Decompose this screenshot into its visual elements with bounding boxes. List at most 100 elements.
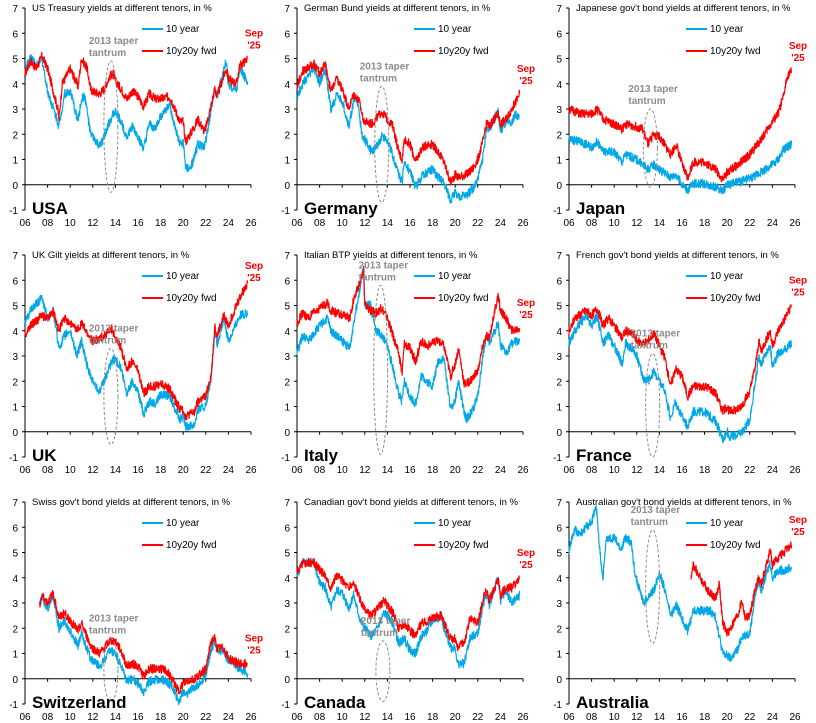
x-tick-label: 22 — [472, 465, 484, 476]
y-tick-label: 0 — [556, 181, 562, 192]
end-date-label: '25 — [791, 288, 805, 299]
annotation-label: 2013 taper — [89, 36, 139, 47]
y-tick-label: -1 — [553, 453, 562, 464]
annotation-label: tantrum — [631, 517, 668, 528]
x-tick-label: 26 — [789, 712, 801, 723]
y-tick-label: -1 — [553, 206, 562, 217]
annotation-label: 2013 taper — [631, 505, 681, 516]
y-tick-label: 2 — [284, 130, 290, 141]
x-tick-label: 20 — [722, 465, 734, 476]
panel-title: Italian BTP yields at different tenors, … — [304, 250, 478, 261]
x-tick-label: 06 — [291, 218, 303, 229]
x-tick-label: 16 — [404, 218, 416, 229]
y-tick-label: 5 — [12, 55, 18, 66]
end-date-label: '25 — [791, 53, 805, 64]
y-tick-label: 7 — [556, 498, 562, 509]
legend-10-year-label: 10 year — [710, 24, 744, 35]
panel-title: UK Gilt yields at different tenors, in % — [32, 250, 190, 261]
y-tick-label: 2 — [556, 377, 562, 388]
panel-title: Swiss gov't bond yields at different ten… — [32, 497, 231, 508]
x-tick-label: 22 — [744, 712, 756, 723]
annotation-label: tantrum — [361, 628, 398, 639]
x-tick-label: 10 — [65, 465, 77, 476]
y-tick-label: -1 — [9, 453, 18, 464]
y-tick-label: 5 — [284, 55, 290, 66]
legend-10-year-label: 10 year — [438, 271, 472, 282]
panel-title: Japanese gov't bond yields at different … — [576, 3, 791, 14]
end-date-label: Sep — [517, 64, 535, 75]
legend-fwd-label: 10y20y fwd — [166, 293, 217, 304]
x-tick-label: 24 — [495, 712, 507, 723]
y-tick-label: 1 — [556, 156, 562, 167]
y-tick-label: 6 — [12, 276, 18, 287]
series-10-year-line — [568, 135, 793, 195]
y-tick-label: 3 — [12, 352, 18, 363]
end-date-label: Sep — [789, 515, 807, 526]
x-tick-label: 08 — [42, 218, 54, 229]
x-tick-label: 26 — [245, 465, 257, 476]
y-tick-label: 2 — [284, 377, 290, 388]
y-tick-label: 0 — [12, 181, 18, 192]
x-tick-label: 20 — [450, 218, 462, 229]
x-tick-label: 08 — [314, 712, 326, 723]
annotation-label: tantrum — [631, 340, 668, 351]
x-tick-label: 20 — [178, 712, 190, 723]
y-tick-label: 6 — [556, 29, 562, 40]
series-10y20y-fwd-line — [39, 589, 248, 695]
x-tick-label: 24 — [223, 218, 235, 229]
x-tick-label: 14 — [382, 465, 394, 476]
y-tick-label: 0 — [284, 675, 290, 686]
x-tick-label: 16 — [676, 465, 688, 476]
y-tick-label: 6 — [284, 276, 290, 287]
panel-title: Australian gov't bond yields at differen… — [576, 497, 792, 508]
x-tick-label: 10 — [65, 712, 77, 723]
x-tick-label: 18 — [699, 712, 711, 723]
y-tick-label: 7 — [284, 251, 290, 262]
x-tick-label: 18 — [155, 712, 167, 723]
x-tick-label: 12 — [631, 712, 643, 723]
end-date-label: '25 — [247, 273, 261, 284]
y-tick-label: 2 — [12, 130, 18, 141]
x-tick-label: 08 — [586, 465, 598, 476]
series-10-year-line — [568, 311, 793, 444]
x-tick-label: 18 — [699, 218, 711, 229]
y-tick-label: 0 — [284, 428, 290, 439]
y-tick-label: -1 — [553, 700, 562, 711]
x-tick-label: 26 — [789, 465, 801, 476]
x-tick-label: 06 — [291, 712, 303, 723]
end-date-label: '25 — [791, 527, 805, 538]
x-tick-label: 06 — [563, 465, 575, 476]
end-date-label: Sep — [245, 261, 263, 272]
end-date-label: Sep — [245, 634, 263, 645]
annotation-label: 2013 taper — [359, 260, 409, 271]
x-tick-label: 20 — [450, 465, 462, 476]
y-tick-label: 1 — [12, 156, 18, 167]
x-tick-label: 26 — [517, 712, 529, 723]
series-10y20y-fwd-line — [568, 304, 793, 415]
x-tick-label: 12 — [359, 465, 371, 476]
y-tick-label: 3 — [284, 599, 290, 610]
y-tick-label: 7 — [12, 251, 18, 262]
x-tick-label: 14 — [110, 465, 122, 476]
x-tick-label: 18 — [155, 465, 167, 476]
y-tick-label: 5 — [12, 302, 18, 313]
x-tick-label: 10 — [337, 465, 349, 476]
x-tick-label: 22 — [200, 712, 212, 723]
x-tick-label: 10 — [337, 712, 349, 723]
y-tick-label: 5 — [12, 549, 18, 560]
y-tick-label: 4 — [284, 574, 290, 585]
x-tick-label: 14 — [110, 218, 122, 229]
x-tick-label: 12 — [359, 218, 371, 229]
end-date-label: '25 — [519, 560, 533, 571]
y-tick-label: 4 — [12, 327, 18, 338]
series-10-year-line — [296, 557, 521, 669]
x-tick-label: 06 — [19, 712, 31, 723]
y-tick-label: 0 — [12, 675, 18, 686]
y-tick-label: -1 — [9, 206, 18, 217]
y-tick-label: 2 — [12, 624, 18, 635]
x-tick-label: 18 — [699, 465, 711, 476]
series-10y20y-fwd-line — [24, 280, 249, 421]
series-10y20y-fwd-line — [568, 67, 793, 183]
legend-10-year-label: 10 year — [710, 518, 744, 529]
y-tick-label: 7 — [284, 498, 290, 509]
